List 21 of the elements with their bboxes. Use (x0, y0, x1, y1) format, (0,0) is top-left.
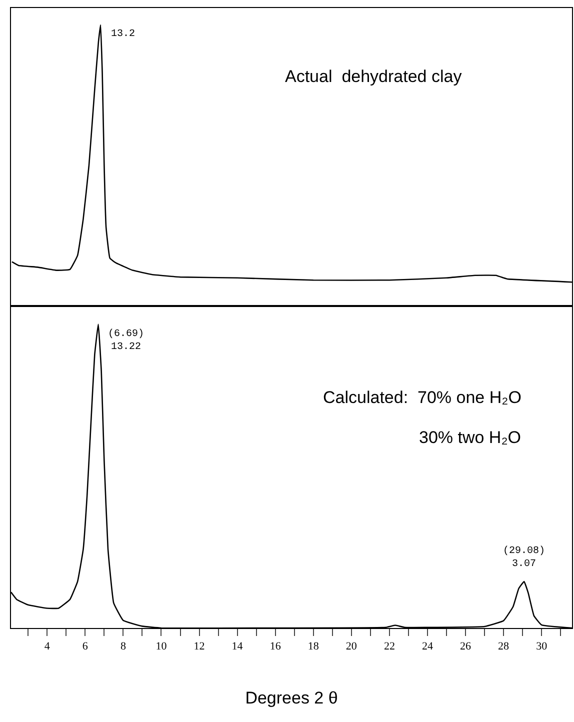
annotation: 13.2 (111, 29, 136, 40)
x-axis-title: Degrees 2 θ (245, 688, 338, 708)
x-tick-label: 30 (536, 640, 548, 652)
x-tick-label: 28 (498, 640, 510, 652)
annotation: (29.08) 3.07 (503, 545, 546, 570)
annotation: 30% two H₂O (419, 428, 522, 447)
annotation: Actual dehydrated clay (285, 67, 462, 86)
x-tick-label: 4 (44, 640, 50, 652)
x-tick-label: 12 (194, 640, 205, 652)
annotation: (6.69) 13.22 (108, 328, 144, 353)
x-tick-label: 20 (346, 640, 358, 652)
x-tick-label: 10 (156, 640, 168, 652)
x-tick-label: 14 (232, 640, 244, 652)
annotation: Calculated: 70% one H₂O (323, 388, 522, 407)
x-tick-label: 16 (270, 640, 282, 652)
x-tick-label: 8 (120, 640, 126, 652)
x-tick-label: 24 (422, 640, 434, 652)
x-tick-label: 6 (82, 640, 88, 652)
x-tick-label: 22 (384, 640, 395, 652)
x-tick-label: 26 (460, 640, 472, 652)
x-tick-label: 18 (308, 640, 320, 652)
